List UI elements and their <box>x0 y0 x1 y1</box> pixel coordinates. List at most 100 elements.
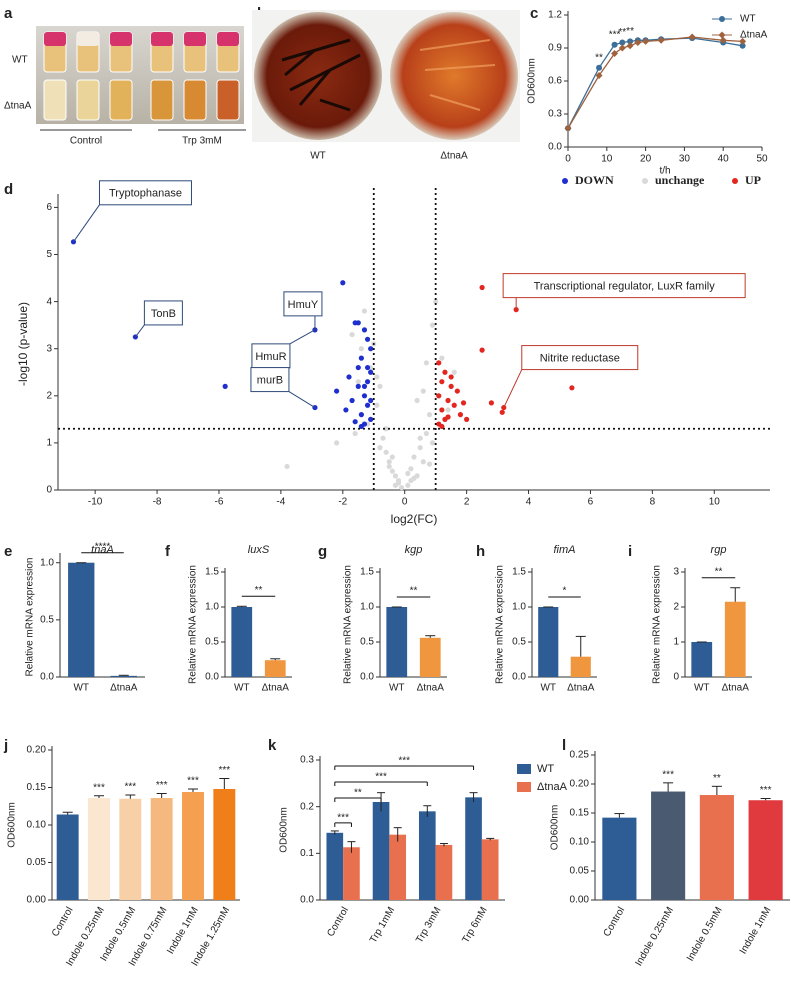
data-point <box>417 445 423 451</box>
y-tick-label: 0.0 <box>205 672 219 683</box>
group-label: Trp 3mM <box>182 136 222 147</box>
panel-label: e <box>4 543 12 560</box>
y-tick-label: 0.0 <box>40 672 54 683</box>
data-point <box>619 39 626 46</box>
y-axis-label: Relative mRNA expression <box>188 565 199 684</box>
y-tick-label: 1.0 <box>512 602 526 613</box>
data-point <box>358 423 364 430</box>
colony-streak <box>281 38 351 62</box>
data-point <box>417 435 423 441</box>
data-point <box>368 397 374 404</box>
y-tick-label: 0.3 <box>300 755 314 766</box>
bar <box>570 656 591 677</box>
panel-label: l <box>562 737 566 754</box>
x-tick-label: 20 <box>640 154 652 165</box>
panel-label: f <box>165 543 171 560</box>
data-point <box>377 383 383 389</box>
callout-connector <box>73 204 100 243</box>
panel-label: j <box>3 737 8 754</box>
x-tick-label: WT <box>694 683 710 694</box>
group-label: Control <box>70 136 102 147</box>
significance: *** <box>760 785 772 796</box>
significance: **** <box>95 541 111 552</box>
data-point <box>222 383 228 389</box>
legend-label: DOWN <box>575 173 614 187</box>
y-tick-label: 1.0 <box>360 602 374 613</box>
bar <box>748 800 783 900</box>
y-tick-label: 0.00 <box>570 895 590 906</box>
data-point <box>361 383 368 389</box>
tube <box>109 79 133 121</box>
data-point <box>429 440 436 446</box>
row-label: WT <box>12 55 28 66</box>
callout-box <box>283 291 323 317</box>
data-point <box>433 299 439 305</box>
callout-box <box>502 273 746 299</box>
y-tick-label: 1.5 <box>512 567 526 578</box>
data-point <box>611 50 619 57</box>
data-point <box>414 397 420 404</box>
y-tick-label: 0.3 <box>548 109 562 120</box>
data-point <box>368 369 374 375</box>
callout-label: HmuY <box>288 299 319 311</box>
y-tick-label: 0.0 <box>300 895 314 906</box>
data-point <box>460 400 467 406</box>
data-point <box>358 355 364 361</box>
data-point <box>420 388 426 394</box>
x-tick-label: Indole 0.5mM <box>685 905 725 963</box>
colony-streak <box>424 64 496 71</box>
data-point <box>346 374 352 380</box>
x-tick-label: 2 <box>464 497 470 508</box>
x-tick-label: Indole 1mM <box>165 905 201 956</box>
y-tick-label: 2 <box>673 602 679 613</box>
x-tick-label: ΔtnaA <box>567 683 595 694</box>
bar <box>56 814 79 900</box>
tube-top <box>44 32 66 46</box>
callout-connector <box>289 329 316 345</box>
data-point <box>420 459 426 465</box>
callout-box <box>143 300 183 326</box>
data-point <box>657 36 665 44</box>
data-point <box>389 454 395 460</box>
x-tick-label: WT <box>234 683 250 694</box>
dish-label: WT <box>310 151 326 162</box>
significance: ** <box>595 52 603 63</box>
x-tick-label: 6 <box>588 497 594 508</box>
y-tick-label: 1 <box>673 637 679 648</box>
bar <box>699 795 734 900</box>
bar <box>481 839 499 900</box>
data-point <box>488 400 494 406</box>
data-point <box>411 475 417 481</box>
data-point <box>634 39 642 46</box>
y-tick-label: 0.10 <box>27 820 47 831</box>
data-point <box>352 430 358 437</box>
y-tick-label: 0.5 <box>205 637 219 648</box>
x-axis-label: log2(FC) <box>391 512 438 526</box>
x-tick-label: Trp 6mM <box>460 905 489 945</box>
callout-label: HmuR <box>255 351 286 363</box>
data-point <box>284 463 290 470</box>
data-point <box>499 409 505 415</box>
bar <box>231 607 253 677</box>
x-tick-label: WT <box>389 683 405 694</box>
bar <box>264 660 286 677</box>
bar <box>182 792 204 900</box>
x-tick-label: Trp 3mM <box>414 905 443 945</box>
y-axis-label: Relative mRNA expression <box>25 558 36 677</box>
y-axis-label: OD600nm <box>279 807 290 853</box>
row-label: ΔtnaA <box>4 101 32 112</box>
callout-label: Transcriptional regulator, LuxR family <box>534 281 716 293</box>
y-tick-label: 0.10 <box>570 837 590 848</box>
data-point <box>439 379 445 385</box>
bar <box>724 601 746 677</box>
y-axis-label: OD600nm <box>7 802 18 848</box>
data-point <box>642 37 650 45</box>
significance: *** <box>337 813 349 824</box>
tube-top <box>151 32 173 46</box>
data-point <box>595 72 603 79</box>
data-point <box>439 423 445 430</box>
callout-box <box>521 345 639 371</box>
significance: *** <box>662 769 674 780</box>
bar <box>88 798 110 900</box>
significance: *** <box>93 782 105 793</box>
